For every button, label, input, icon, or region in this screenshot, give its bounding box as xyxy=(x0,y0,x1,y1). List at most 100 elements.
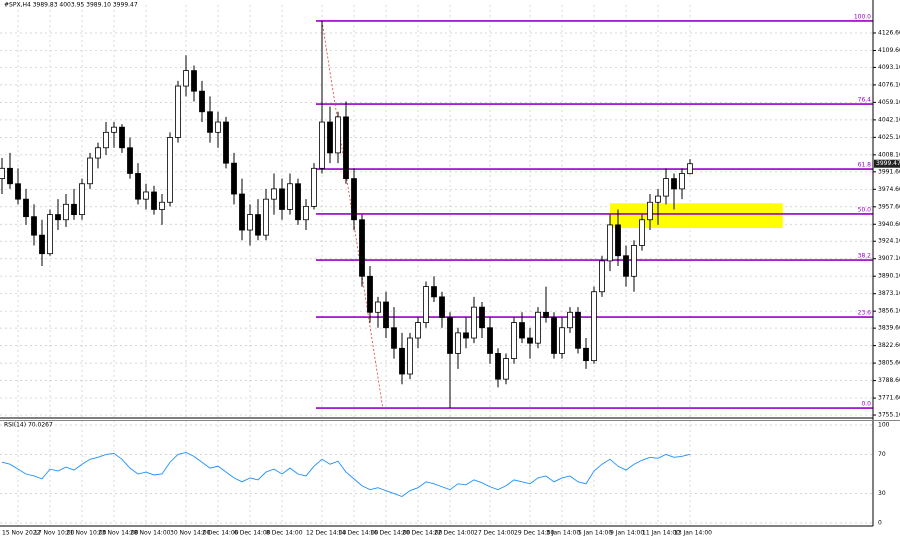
x-tick-label: 30 Nov 14:00 xyxy=(170,530,211,537)
candle-body xyxy=(383,301,389,329)
candle-body xyxy=(231,162,237,195)
candle-body xyxy=(687,163,693,175)
highlight-zone xyxy=(610,203,783,228)
candle-body xyxy=(615,224,621,257)
candle-body xyxy=(527,337,533,344)
y-tick-label: 3856.10 xyxy=(878,308,900,315)
y-tick-label: 4076.10 xyxy=(878,81,900,88)
candle-body xyxy=(583,347,589,362)
candle-body xyxy=(359,219,365,277)
candle-body xyxy=(87,157,93,185)
candle-body xyxy=(23,198,29,218)
y-tick-label: 3991.60 xyxy=(878,168,900,175)
candle-body xyxy=(263,198,269,236)
candle-body xyxy=(567,311,573,329)
candle-body xyxy=(111,126,117,133)
candle-body xyxy=(631,245,637,277)
candle-body xyxy=(663,178,669,197)
x-tick-label: 20 Dec 14:00 xyxy=(402,530,443,537)
y-tick-label: 3788.60 xyxy=(878,377,900,384)
candle-body xyxy=(423,286,429,323)
candle-body xyxy=(623,255,629,277)
x-tick-label: 22 Dec 14:00 xyxy=(434,530,475,537)
y-tick-label: 3755.10 xyxy=(878,412,900,419)
candle-body xyxy=(319,121,325,169)
candle-body xyxy=(343,116,349,180)
x-tick-label: 8 Dec 14:00 xyxy=(266,530,303,537)
indicator-tick-label: 100 xyxy=(878,422,890,429)
candle-body xyxy=(287,183,293,210)
candle-body xyxy=(175,85,181,138)
candle-body xyxy=(519,322,525,339)
indicator-title: RSI(14) 70.0267 xyxy=(4,422,53,429)
candle-body xyxy=(655,195,661,203)
y-tick-label: 3890.10 xyxy=(878,273,900,280)
y-tick-label: 3924.10 xyxy=(878,238,900,245)
y-tick-label: 4025.10 xyxy=(878,134,900,141)
candle-body xyxy=(167,137,173,203)
y-tick-label: 3873.10 xyxy=(878,290,900,297)
y-tick-label: 4008.10 xyxy=(878,151,900,158)
candle-body xyxy=(391,327,397,349)
candle-body xyxy=(0,167,5,180)
candle-body xyxy=(271,188,277,200)
candle-body xyxy=(399,347,405,375)
candle-body xyxy=(183,70,189,87)
y-tick-label: 3822.60 xyxy=(878,342,900,349)
fib-label: 61.8 xyxy=(858,162,872,169)
candle-body xyxy=(119,126,125,149)
candle-body xyxy=(127,147,133,174)
candle-body xyxy=(135,173,141,200)
fib-label: 23.6 xyxy=(858,310,872,317)
candle-body xyxy=(39,234,45,255)
candle-body xyxy=(95,147,101,159)
y-tick-label: 4093.10 xyxy=(878,64,900,71)
candle-body xyxy=(415,322,421,339)
x-tick-label: 28 Nov 14:00 xyxy=(130,530,171,537)
indicator-tick-label: 0 xyxy=(878,520,882,527)
candle-body xyxy=(495,353,501,380)
candle-body xyxy=(607,224,613,262)
x-tick-label: 3 Jan 14:00 xyxy=(546,530,580,537)
fib-label: 100.0 xyxy=(854,13,871,20)
candle-body xyxy=(479,306,485,329)
candle-body xyxy=(327,121,333,154)
x-tick-label: 27 Dec 14:00 xyxy=(474,530,515,537)
y-tick-label: 3771.60 xyxy=(878,395,900,402)
price-marker xyxy=(874,159,900,168)
y-tick-label: 3940.60 xyxy=(878,221,900,228)
candle-body xyxy=(295,183,301,221)
fib-label: 50.0 xyxy=(858,206,872,213)
candle-body xyxy=(551,317,557,354)
candle-body xyxy=(247,214,253,231)
candle-body xyxy=(351,178,357,221)
x-tick-label: 29 Dec 14:00 xyxy=(514,530,555,537)
candle-body xyxy=(487,327,493,354)
x-tick-label: 15 Nov 2022 xyxy=(2,530,41,537)
x-tick-label: 16 Dec 14:00 xyxy=(370,530,411,537)
candle-body xyxy=(159,201,165,210)
price-marker-label: 3999.47 xyxy=(876,160,900,167)
candle-body xyxy=(455,332,461,354)
trend-line xyxy=(321,20,384,409)
y-tick-label: 3839.60 xyxy=(878,325,900,332)
candle-body xyxy=(407,337,413,375)
y-tick-label: 3907.10 xyxy=(878,255,900,262)
candle-body xyxy=(559,327,565,354)
x-tick-label: 23 Nov 14:00 xyxy=(98,530,139,537)
candle-body xyxy=(463,332,469,339)
x-tick-label: 14 Dec 14:00 xyxy=(338,530,379,537)
y-tick-label: 4042.10 xyxy=(878,116,900,123)
candle-body xyxy=(431,286,437,298)
candle-body xyxy=(679,173,685,190)
candle-body xyxy=(439,296,445,318)
candle-body xyxy=(31,216,37,236)
indicator-line xyxy=(1,451,691,498)
candle-body xyxy=(367,275,373,313)
candle-body xyxy=(639,219,645,246)
x-tick-label: 5 Jan 14:00 xyxy=(578,530,612,537)
candle-body xyxy=(199,90,205,113)
x-tick-label: 9 Jan 14:00 xyxy=(610,530,644,537)
